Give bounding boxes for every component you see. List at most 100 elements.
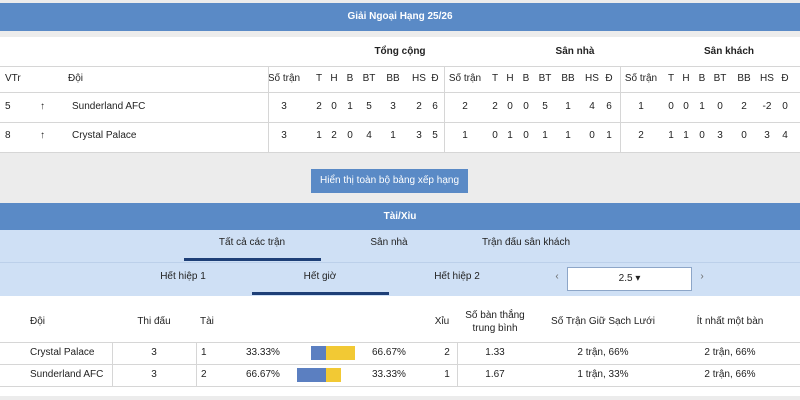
stat-header-away-6: HS bbox=[760, 73, 774, 84]
standing-home-cell: 0 bbox=[523, 130, 529, 141]
standing-home-cell: 1 bbox=[565, 101, 571, 112]
standing-total-cell: 2 bbox=[316, 101, 322, 112]
stat-header-away-0: Số trận bbox=[624, 73, 658, 84]
goal-line-select[interactable]: 2.5 ▾ bbox=[567, 267, 692, 291]
standing-rank: 5 bbox=[5, 101, 11, 112]
column-divider bbox=[112, 342, 113, 386]
standing-team-name: Crystal Palace bbox=[72, 130, 137, 141]
standing-home-cell: 0 bbox=[523, 101, 529, 112]
standing-home-cell: 1 bbox=[606, 130, 612, 141]
rank-up-arrow-icon: ↑ bbox=[40, 130, 45, 141]
standing-away-cell: 1 bbox=[683, 130, 689, 141]
standing-home-cell: 2 bbox=[462, 101, 468, 112]
ou-avg-goals: 1.67 bbox=[485, 369, 505, 380]
tab-full-time[interactable]: Hết giờ bbox=[303, 271, 337, 282]
standing-away-cell: 0 bbox=[741, 130, 747, 141]
standing-total-cell: 3 bbox=[281, 130, 287, 141]
ou-scored-header: Ít nhất một bàn bbox=[696, 316, 764, 327]
standing-away-cell: 0 bbox=[717, 101, 723, 112]
tab-home[interactable]: Sân nhà bbox=[370, 237, 408, 248]
standing-total-cell: 1 bbox=[347, 101, 353, 112]
standing-home-cell: 0 bbox=[589, 130, 595, 141]
standing-home-cell: 1 bbox=[507, 130, 513, 141]
ou-clean-sheets-header: Số Trận Giữ Sạch Lưới bbox=[551, 316, 655, 327]
standing-total-cell: 6 bbox=[432, 101, 438, 112]
standing-total-cell: 2 bbox=[416, 101, 422, 112]
tab-second-half[interactable]: Hết hiệp 2 bbox=[434, 271, 480, 282]
team-header: Đội bbox=[68, 73, 84, 84]
over-under-banner: Tài/Xỉu bbox=[0, 203, 800, 230]
stat-header-total-1: T bbox=[315, 73, 323, 84]
ou-under-header: Xỉu bbox=[434, 316, 450, 327]
ou-under-count: 1 bbox=[444, 369, 450, 380]
standing-total-cell: 0 bbox=[331, 101, 337, 112]
rank-up-arrow-icon: ↑ bbox=[40, 101, 45, 112]
standing-home-cell: 2 bbox=[492, 101, 498, 112]
standing-home-cell: 6 bbox=[606, 101, 612, 112]
rank-header: VTr bbox=[5, 73, 21, 84]
under-ratio-bar bbox=[326, 346, 355, 360]
standing-away-cell: -2 bbox=[762, 101, 772, 112]
ou-team-name: Sunderland AFC bbox=[30, 369, 104, 380]
tab-away[interactable]: Trận đấu sân khách bbox=[481, 237, 571, 248]
ou-over-count: 1 bbox=[201, 347, 207, 358]
ou-over-header: Tài bbox=[200, 316, 214, 327]
prev-line-icon[interactable]: ‹ bbox=[555, 271, 559, 282]
ou-clean-sheets: 1 trận, 33% bbox=[577, 369, 629, 380]
standing-away-cell: 2 bbox=[638, 130, 644, 141]
ou-played: 3 bbox=[151, 369, 157, 380]
period-tabs: Hết hiệp 1 Hết giờ Hết hiệp 2 ‹ 2.5 ▾ › bbox=[0, 262, 800, 296]
standing-away-cell: 1 bbox=[699, 101, 705, 112]
column-divider bbox=[196, 342, 197, 386]
standing-away-cell: 0 bbox=[668, 101, 674, 112]
column-divider bbox=[457, 342, 458, 386]
league-title-banner: Giải Ngoại Hạng 25/26 bbox=[0, 3, 800, 31]
standing-away-cell: 1 bbox=[668, 130, 674, 141]
tab-first-half[interactable]: Hết hiệp 1 bbox=[160, 271, 206, 282]
stat-header-home-3: B bbox=[522, 73, 530, 84]
standing-total-cell: 5 bbox=[366, 101, 372, 112]
ou-team-name: Crystal Palace bbox=[30, 347, 95, 358]
stat-header-home-2: H bbox=[506, 73, 514, 84]
active-period-indicator bbox=[252, 292, 389, 295]
ou-avg-header: Số bàn thắng trung bình bbox=[465, 310, 525, 334]
stat-header-total-5: BB bbox=[386, 73, 400, 84]
over-under-table: Đội Thi đấu Tài Xỉu Số bàn thắng trung b… bbox=[0, 296, 800, 396]
under-ratio-bar bbox=[326, 368, 341, 382]
show-full-standings-button[interactable]: Hiển thị toàn bộ bảng xếp hạng bbox=[311, 169, 468, 193]
standing-total-cell: 3 bbox=[416, 130, 422, 141]
standing-away-cell: 2 bbox=[741, 101, 747, 112]
stat-header-total-2: H bbox=[330, 73, 338, 84]
stat-header-away-3: B bbox=[698, 73, 706, 84]
goal-line-value: 2.5 ▾ bbox=[618, 273, 641, 284]
standing-team-name: Sunderland AFC bbox=[72, 101, 146, 112]
standing-home-cell: 0 bbox=[492, 130, 498, 141]
over-ratio-bar bbox=[311, 346, 326, 360]
ou-under-count: 2 bbox=[444, 347, 450, 358]
standing-home-cell: 5 bbox=[542, 101, 548, 112]
ou-played-header: Thi đấu bbox=[137, 316, 171, 327]
tab-all-matches[interactable]: Tất cả các trận bbox=[218, 237, 286, 248]
stat-header-home-7: Đ bbox=[605, 73, 613, 84]
stat-header-away-4: BT bbox=[713, 73, 727, 84]
stat-header-away-7: Đ bbox=[781, 73, 789, 84]
active-tab-indicator bbox=[184, 258, 321, 261]
ou-scored: 2 trận, 66% bbox=[704, 369, 756, 380]
ou-over-count: 2 bbox=[201, 369, 207, 380]
standing-rank: 8 bbox=[5, 130, 11, 141]
standings-table: Tổng cộng Sân nhà Sân khách VTr Đội Số t… bbox=[0, 37, 800, 153]
next-line-icon[interactable]: › bbox=[700, 271, 704, 282]
stat-header-home-5: BB bbox=[561, 73, 575, 84]
stat-header-total-6: HS bbox=[412, 73, 426, 84]
over-ratio-bar bbox=[297, 368, 326, 382]
stat-header-home-4: BT bbox=[538, 73, 552, 84]
standing-away-cell: 0 bbox=[782, 101, 788, 112]
stat-header-total-3: B bbox=[346, 73, 354, 84]
ou-under-pct: 66.67% bbox=[372, 347, 406, 358]
ou-team-header: Đội bbox=[30, 316, 46, 327]
stat-header-away-1: T bbox=[667, 73, 675, 84]
ou-over-pct: 33.33% bbox=[246, 347, 280, 358]
stat-header-home-0: Số trận bbox=[448, 73, 482, 84]
ou-avg-goals: 1.33 bbox=[485, 347, 505, 358]
stat-header-total-0: Số trận bbox=[267, 73, 301, 84]
